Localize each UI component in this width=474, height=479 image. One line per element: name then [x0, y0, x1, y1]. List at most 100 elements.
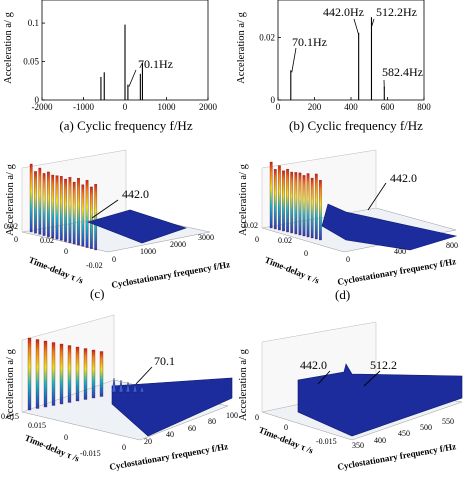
y-tick-label: 0.1 — [28, 18, 39, 28]
spike — [311, 178, 313, 238]
spike — [52, 343, 55, 406]
panel-c: Acceleration a/ g 442.0 0.02 0 0.02 0 -0… — [4, 150, 231, 301]
f-tick-0: 350 — [352, 441, 364, 450]
time-delay-label: Time-delay τ /s — [263, 255, 321, 286]
annotation-label: 512.2Hz — [376, 5, 417, 19]
spike — [282, 171, 284, 231]
f-tick-1: 400 — [374, 436, 386, 445]
y-axis-label: Acceleration a/ g — [3, 11, 14, 83]
annotation-arrow — [354, 19, 359, 35]
x-tick-label: 800 — [417, 102, 431, 112]
f-tick-5: 100 — [226, 411, 238, 420]
spike — [68, 346, 71, 403]
spike — [307, 173, 309, 237]
tau-tick-2: -0.015 — [80, 449, 101, 458]
tau-tick-2: -0.02 — [86, 261, 103, 270]
f-tick-1: 400 — [394, 247, 406, 256]
time-delay-label: Time-delay τ /s — [23, 433, 81, 464]
f-tick-1: 1000 — [140, 247, 156, 256]
spike — [274, 169, 276, 229]
cyclo-label: Cyclostationary frequency f/Hz — [111, 259, 231, 290]
bars — [291, 17, 384, 100]
f-tick-3: 3000 — [198, 233, 214, 242]
tau-tick-1: 0 — [64, 247, 68, 256]
y-tick-label: 0 — [35, 95, 40, 105]
spike — [73, 182, 75, 244]
caption-d: (d) — [335, 287, 350, 302]
cyclo-label: Cyclostationary frequency f/Hz — [109, 441, 229, 472]
f-tick-0: 0 — [346, 255, 350, 264]
z-tick-0: 0.02 — [244, 221, 258, 230]
annotation-arrow — [136, 367, 152, 384]
spike — [47, 172, 49, 237]
panel-f: Acceleration a/ g 442.0 512.2 0 -0.015 0… — [238, 322, 462, 472]
spike — [64, 179, 66, 242]
spike — [95, 184, 97, 250]
spike — [84, 349, 87, 400]
x-tick-label: 600 — [381, 102, 395, 112]
z-tick-1: 0 — [14, 235, 18, 244]
annotation-arrow — [292, 48, 296, 72]
annotations: 70.1Hz 442.0Hz 512.2Hz 582.4Hz — [292, 5, 423, 89]
spike — [315, 174, 317, 239]
annotation-label: 582.4Hz — [382, 65, 423, 79]
f-tick-3: 500 — [420, 423, 432, 432]
spike — [28, 338, 31, 410]
annotation-442: 442.0 — [122, 187, 149, 201]
spike — [291, 172, 293, 233]
y-tick-label: 0 — [271, 95, 276, 105]
x-tick-label: 2000 — [199, 102, 218, 112]
f-tick-2: 2000 — [170, 240, 186, 249]
spike — [278, 166, 280, 230]
x-tick-label: -1000 — [73, 102, 94, 112]
z-tick-0: 0 — [255, 413, 259, 422]
z-axis-label: Acceleration a/ g — [5, 348, 16, 420]
f-tick-2: 450 — [398, 429, 410, 438]
tau-tick-0: 0.015 — [28, 421, 46, 430]
spike — [319, 180, 321, 240]
time-delay-label: Time-delay τ /s — [27, 255, 85, 286]
tau-tick-1: 0 — [304, 249, 308, 258]
caption-a: (a) Cyclic frequency f/Hz — [59, 118, 192, 133]
f-tick-1: 20 — [144, 437, 152, 446]
spike — [86, 180, 88, 247]
tau-tick-1: 0 — [64, 433, 68, 442]
f-tick-2: 800 — [446, 241, 458, 250]
tau-tick-0: 0.02 — [40, 236, 54, 245]
spike — [303, 175, 305, 236]
caption-c: (c) — [90, 286, 104, 301]
spike — [39, 168, 41, 234]
annotation-label: 442.0Hz — [323, 5, 364, 19]
y-axis-label: Acceleration a/ g — [236, 11, 247, 83]
x-tick-label: 200 — [308, 102, 322, 112]
spike — [52, 175, 54, 238]
spike — [43, 173, 45, 235]
spike — [92, 350, 95, 398]
f-tick-4: 550 — [442, 417, 454, 426]
annotations: 70.1Hz — [129, 57, 173, 87]
bars — [101, 25, 142, 100]
annotation-70: 70.1 — [154, 354, 175, 368]
y-tick-label: 0.02 — [259, 33, 275, 43]
spike — [299, 173, 301, 235]
z-tick-0: 0.02 — [4, 222, 18, 231]
panel-e: Acceleration a/ g 70.1 0.015 0.015 0 -0.… — [1, 315, 238, 472]
annotation-442: 442.0 — [300, 358, 327, 372]
z-axis-label: Acceleration a/ g — [238, 348, 249, 420]
cyclo-label: Cyclostationary frequency f/Hz — [337, 256, 457, 287]
spike — [286, 169, 288, 232]
annotation-label: 70.1Hz — [292, 35, 327, 49]
spike — [76, 347, 79, 401]
f-tick-0: 0 — [112, 255, 116, 264]
spike — [100, 352, 103, 397]
z-tick-0: 0.015 — [1, 412, 19, 421]
x-tick-label: 0 — [123, 102, 128, 112]
x-tick-label: 400 — [344, 102, 358, 112]
spike — [69, 177, 71, 243]
spike — [82, 185, 84, 247]
f-tick-0: 0 — [122, 443, 126, 452]
